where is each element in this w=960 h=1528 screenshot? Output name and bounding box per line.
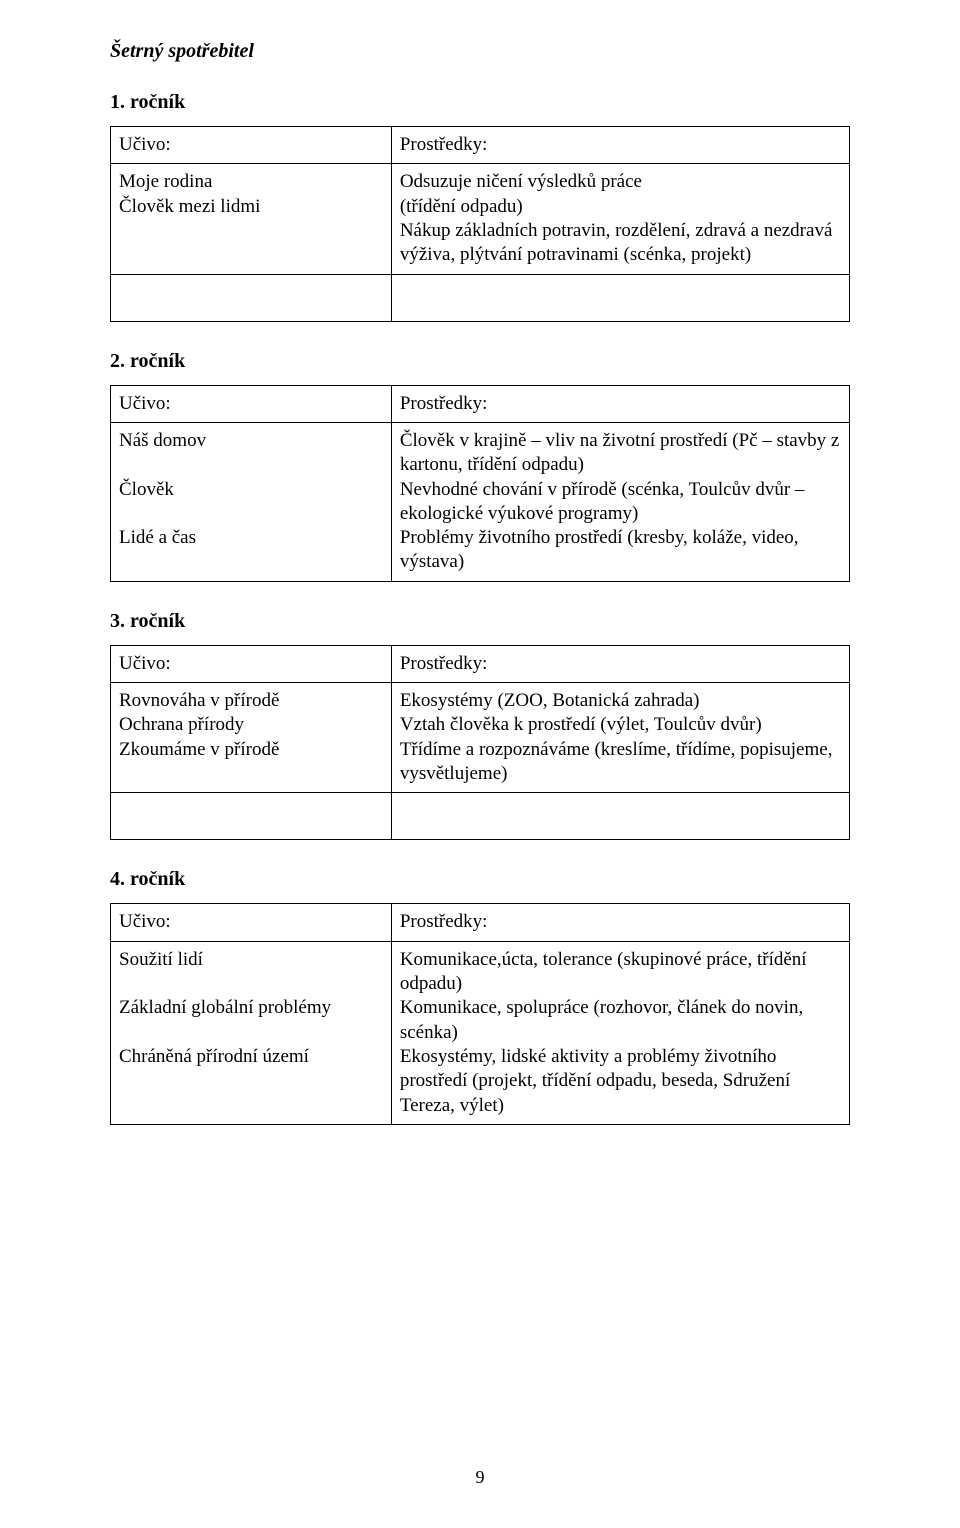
table-row xyxy=(111,274,850,321)
column-header-right: Prostředky: xyxy=(391,127,849,164)
table-row xyxy=(111,793,850,840)
table-row: Učivo: Prostředky: xyxy=(111,127,850,164)
column-header-left: Učivo: xyxy=(111,645,392,682)
spacer-cell xyxy=(391,274,849,321)
cell-right: Ekosystémy (ZOO, Botanická zahrada) Vzta… xyxy=(391,683,849,793)
spacer-cell xyxy=(111,274,392,321)
cell-left: Náš domov Člověk Lidé a čas xyxy=(111,422,392,581)
column-header-left: Učivo: xyxy=(111,127,392,164)
cell-left: Soužití lidí Základní globální problémy … xyxy=(111,941,392,1124)
column-header-right: Prostředky: xyxy=(391,904,849,941)
cell-text: Rovnováha v přírodě Ochrana přírody Zkou… xyxy=(119,689,383,762)
table-row: Učivo: Prostředky: xyxy=(111,904,850,941)
cell-right: Odsuzuje ničení výsledků práce (třídění … xyxy=(391,164,849,274)
grade-4-table: Učivo: Prostředky: Soužití lidí Základní… xyxy=(110,903,850,1125)
column-header-left: Učivo: xyxy=(111,385,392,422)
grade-2-table: Učivo: Prostředky: Náš domov Člověk Lidé… xyxy=(110,385,850,582)
column-header-left: Učivo: xyxy=(111,904,392,941)
cell-text: Ekosystémy (ZOO, Botanická zahrada) Vzta… xyxy=(400,689,841,786)
cell-right: Člověk v krajině – vliv na životní prost… xyxy=(391,422,849,581)
cell-text: Komunikace,úcta, tolerance (skupinové pr… xyxy=(400,948,841,1118)
spacer-cell xyxy=(391,793,849,840)
cell-text: Náš domov Člověk Lidé a čas xyxy=(119,429,383,551)
table-row: Moje rodina Člověk mezi lidmi Odsuzuje n… xyxy=(111,164,850,274)
table-row: Učivo: Prostředky: xyxy=(111,385,850,422)
page: Šetrný spotřebitel 1. ročník Učivo: Pros… xyxy=(0,0,960,1528)
grade-1-table: Učivo: Prostředky: Moje rodina Člověk me… xyxy=(110,126,850,322)
cell-right: Komunikace,úcta, tolerance (skupinové pr… xyxy=(391,941,849,1124)
grade-2-heading: 2. ročník xyxy=(110,350,850,373)
table-row: Učivo: Prostředky: xyxy=(111,645,850,682)
grade-3-heading: 3. ročník xyxy=(110,610,850,633)
grade-4-heading: 4. ročník xyxy=(110,868,850,891)
cell-left: Rovnováha v přírodě Ochrana přírody Zkou… xyxy=(111,683,392,793)
table-row: Rovnováha v přírodě Ochrana přírody Zkou… xyxy=(111,683,850,793)
document-title: Šetrný spotřebitel xyxy=(110,40,850,63)
page-number: 9 xyxy=(0,1467,960,1488)
cell-text: Soužití lidí Základní globální problémy … xyxy=(119,948,383,1070)
grade-1-heading: 1. ročník xyxy=(110,91,850,114)
cell-text: Moje rodina Člověk mezi lidmi xyxy=(119,170,383,219)
cell-text: Člověk v krajině – vliv na životní prost… xyxy=(400,429,841,575)
cell-left: Moje rodina Člověk mezi lidmi xyxy=(111,164,392,274)
grade-3-table: Učivo: Prostředky: Rovnováha v přírodě O… xyxy=(110,645,850,841)
table-row: Náš domov Člověk Lidé a čas Člověk v kra… xyxy=(111,422,850,581)
column-header-right: Prostředky: xyxy=(391,385,849,422)
cell-text: Odsuzuje ničení výsledků práce (třídění … xyxy=(400,170,841,267)
column-header-right: Prostředky: xyxy=(391,645,849,682)
table-row: Soužití lidí Základní globální problémy … xyxy=(111,941,850,1124)
spacer-cell xyxy=(111,793,392,840)
